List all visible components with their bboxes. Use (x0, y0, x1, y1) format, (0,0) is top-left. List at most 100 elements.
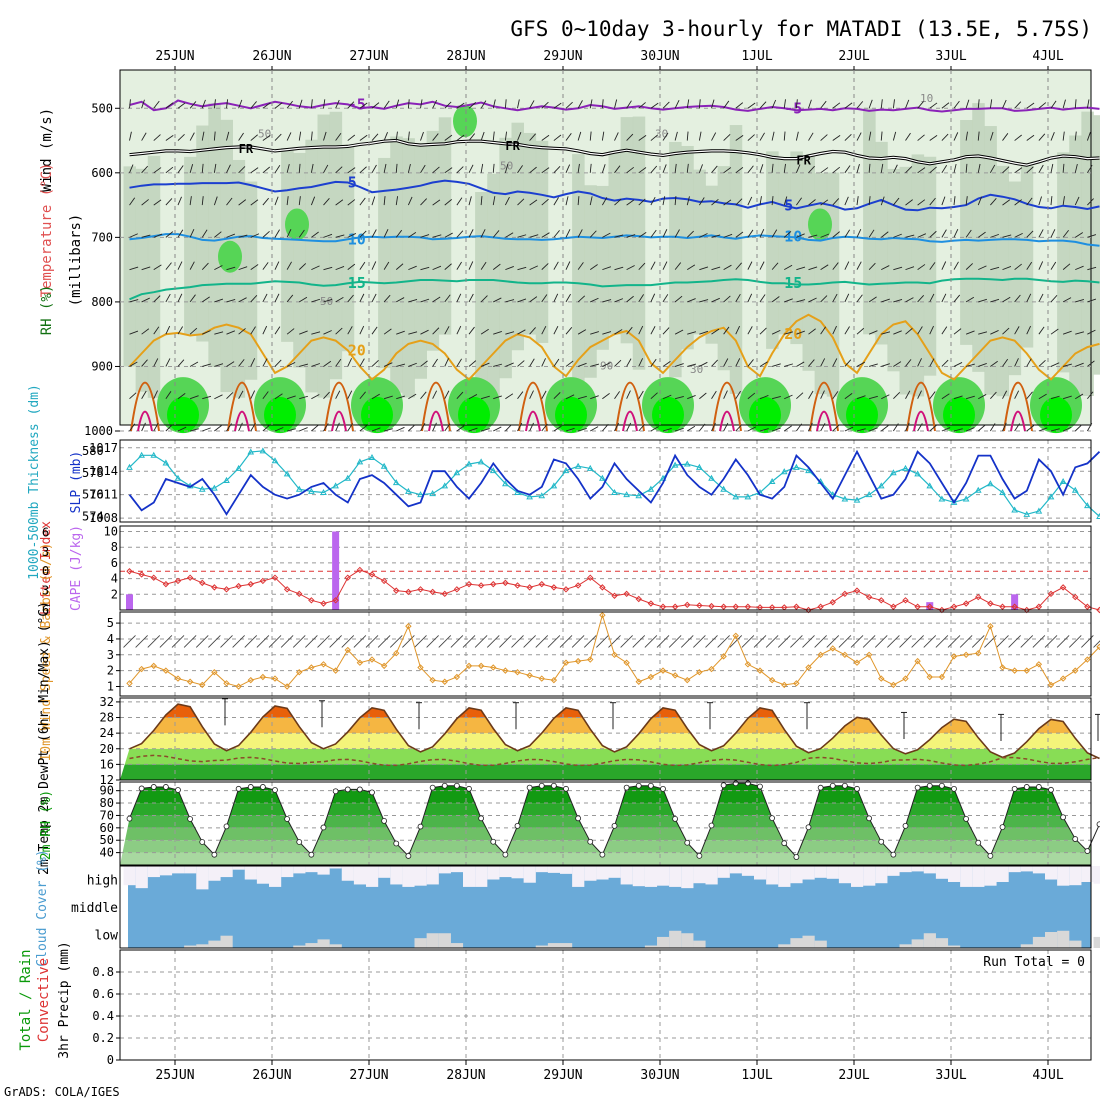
wind-barb (553, 293, 559, 303)
rh-marker (235, 785, 242, 792)
wind-barb (299, 330, 308, 335)
wind-barb (274, 229, 280, 238)
rh-marker (975, 839, 982, 846)
wind-barb (481, 428, 490, 432)
isotherm-25 (809, 381, 839, 432)
wind-barb (1026, 197, 1033, 206)
rh-marker (1048, 786, 1054, 793)
cloud-low-bar (802, 935, 815, 948)
wind-barb (298, 263, 307, 270)
wind-barb (953, 294, 961, 303)
wind-barb (347, 423, 354, 432)
wind-barb (250, 167, 259, 174)
cloud-low-bar (535, 945, 548, 948)
wind-barb (735, 135, 744, 141)
wind-barb (238, 132, 244, 141)
wind-barb (444, 423, 451, 432)
wind-barb (432, 422, 437, 432)
rh-marker (902, 822, 909, 829)
wind-barb (808, 328, 816, 335)
rh-marker (720, 782, 727, 789)
wind-barb (432, 234, 442, 238)
wind-barb (917, 101, 924, 109)
wind-barb (492, 131, 495, 141)
wind-barb (347, 390, 353, 399)
wind-barb (590, 331, 600, 335)
cloud-high-bar (499, 866, 512, 878)
lifted-index-marker (490, 580, 497, 588)
wind-barb (941, 293, 947, 303)
wind-barb-10m (753, 635, 767, 648)
wind-barb (541, 390, 547, 399)
wind-barb (953, 428, 963, 432)
wind-barb (529, 166, 537, 174)
isotherm-label: 15 (784, 274, 802, 292)
wind-barb (953, 100, 960, 109)
lifted-index-marker (259, 577, 267, 585)
wind-barb (577, 329, 587, 335)
wind-barb (493, 395, 502, 400)
wind-barb (395, 99, 400, 109)
wind-barb (844, 229, 851, 238)
wind-barb (759, 196, 762, 206)
wind-barb (226, 392, 234, 400)
wind-barb (747, 326, 753, 335)
wind-tick-label: 1 (107, 679, 114, 693)
lifted-index-marker (647, 600, 655, 607)
wind-barb (650, 392, 658, 400)
wind-barb (638, 423, 645, 432)
wind-barb (674, 363, 684, 367)
wind-barb (893, 392, 901, 400)
cloud-low-bar (438, 933, 451, 948)
rh-mid-region (863, 108, 876, 335)
wind-barb (929, 325, 934, 335)
wind-barb (808, 99, 812, 109)
wind-barb-10m (523, 635, 536, 648)
wind-barb (553, 392, 561, 400)
wind-barb (674, 163, 677, 173)
wind-barb (504, 196, 510, 206)
lifted-index-marker (587, 574, 594, 581)
wind-barb (577, 428, 587, 432)
wind-barb (262, 197, 269, 206)
wind-barb (868, 296, 877, 303)
wind-barb (989, 164, 996, 174)
cloud-low-bar (196, 944, 209, 948)
wind-barb-10m (511, 635, 524, 648)
wind-barb (238, 328, 246, 335)
wind-barb (650, 196, 656, 206)
wind-barb (165, 424, 173, 432)
lifted-index-marker (465, 580, 473, 588)
rh-mid-region (875, 141, 888, 345)
wind-barb (456, 230, 464, 238)
wind-barb (735, 424, 743, 432)
wind-speed-marker (574, 657, 582, 665)
lifted-index-marker (684, 601, 691, 609)
rh-marker (320, 824, 327, 831)
wind-barb (590, 395, 599, 400)
wind-barb (1050, 428, 1060, 432)
cloud-high-bar (632, 866, 645, 887)
wind-barb (468, 133, 476, 141)
cloud-low-bar (693, 940, 706, 948)
wind-barb (1074, 99, 1077, 109)
wind-barb (286, 163, 290, 173)
thickness-marker (489, 467, 497, 474)
wind-barb (444, 263, 452, 270)
wind-barb-10m (1081, 635, 1094, 648)
wind-barb (201, 131, 205, 141)
wind-barb (371, 164, 377, 174)
wind-barb-10m (765, 635, 779, 648)
wind-barb (286, 132, 292, 141)
wind-barb-10m (996, 635, 1009, 648)
thickness-marker (841, 495, 849, 502)
wind-barb (711, 390, 717, 399)
wind-barb (298, 131, 302, 141)
wind-speed-marker (296, 669, 303, 676)
wind-barb (893, 233, 902, 238)
precip-ylabel: 3hr Precip (mm) (57, 941, 72, 1058)
wind-barb (189, 132, 195, 141)
cloud-high-bar (560, 866, 573, 874)
wind-barb (517, 360, 525, 367)
wind-speed-marker (247, 676, 254, 684)
